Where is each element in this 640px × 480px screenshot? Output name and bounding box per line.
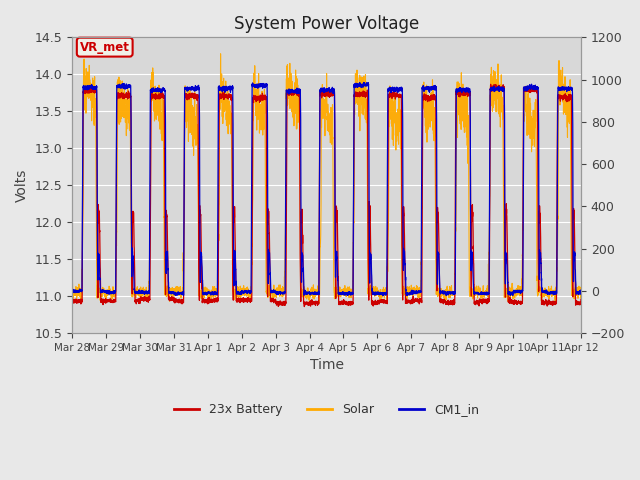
X-axis label: Time: Time	[310, 358, 344, 372]
Title: System Power Voltage: System Power Voltage	[234, 15, 419, 33]
Y-axis label: Volts: Volts	[15, 168, 29, 202]
Legend: 23x Battery, Solar, CM1_in: 23x Battery, Solar, CM1_in	[169, 398, 484, 421]
Text: VR_met: VR_met	[80, 41, 130, 54]
